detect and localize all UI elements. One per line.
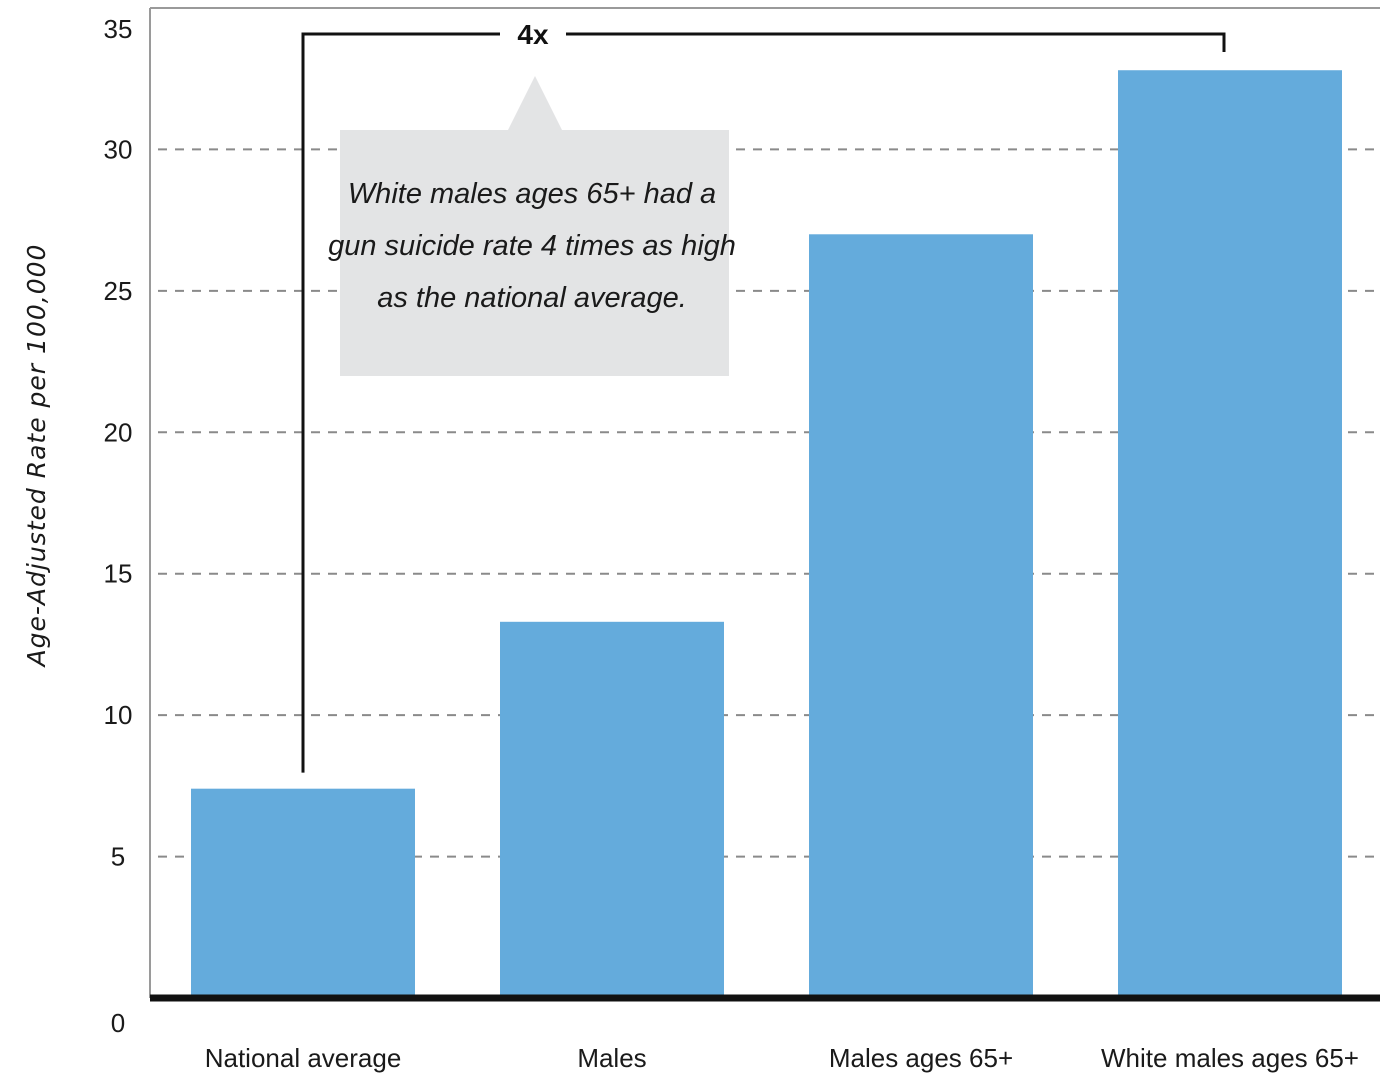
category-label: White males ages 65+ [1101,1043,1359,1073]
category-label: Males ages 65+ [829,1043,1013,1073]
annotation: 4x White males ages 65+ had a gun suicide … [301,19,1226,773]
category-label: National average [205,1043,402,1073]
bars [150,70,1380,1002]
callout-text-line: as the national average. [377,282,687,314]
bar-2 [809,234,1033,999]
y-tick-label: 0 [111,1008,125,1038]
y-axis-ticks: 0 5 10 15 20 25 30 35 [104,14,133,1038]
bracket-left [301,32,500,773]
category-label: Males [577,1043,646,1073]
bracket-label: 4x [517,19,549,50]
y-tick-label: 30 [104,134,133,164]
y-tick-label: 10 [104,700,133,730]
y-tick-label: 5 [111,842,125,872]
x-axis-categories: National average Males Males ages 65+ White… [205,1043,1359,1073]
y-axis-label: Age-Adjusted Rate per 100,000 [22,244,51,669]
y-tick-label: 25 [104,276,133,306]
y-tick-label: 15 [104,559,133,589]
callout-box [340,76,729,376]
callout-text-line: White males ages 65+ had a [348,178,716,210]
gridlines [149,7,1380,998]
y-tick-label: 20 [104,417,133,447]
bar-0 [191,788,415,998]
bracket-right [566,32,1226,52]
bar-1 [500,621,724,998]
callout-text-line: gun suicide rate 4 times as high [328,230,736,262]
bar-3 [1118,70,1342,998]
y-tick-label: 35 [104,14,133,44]
